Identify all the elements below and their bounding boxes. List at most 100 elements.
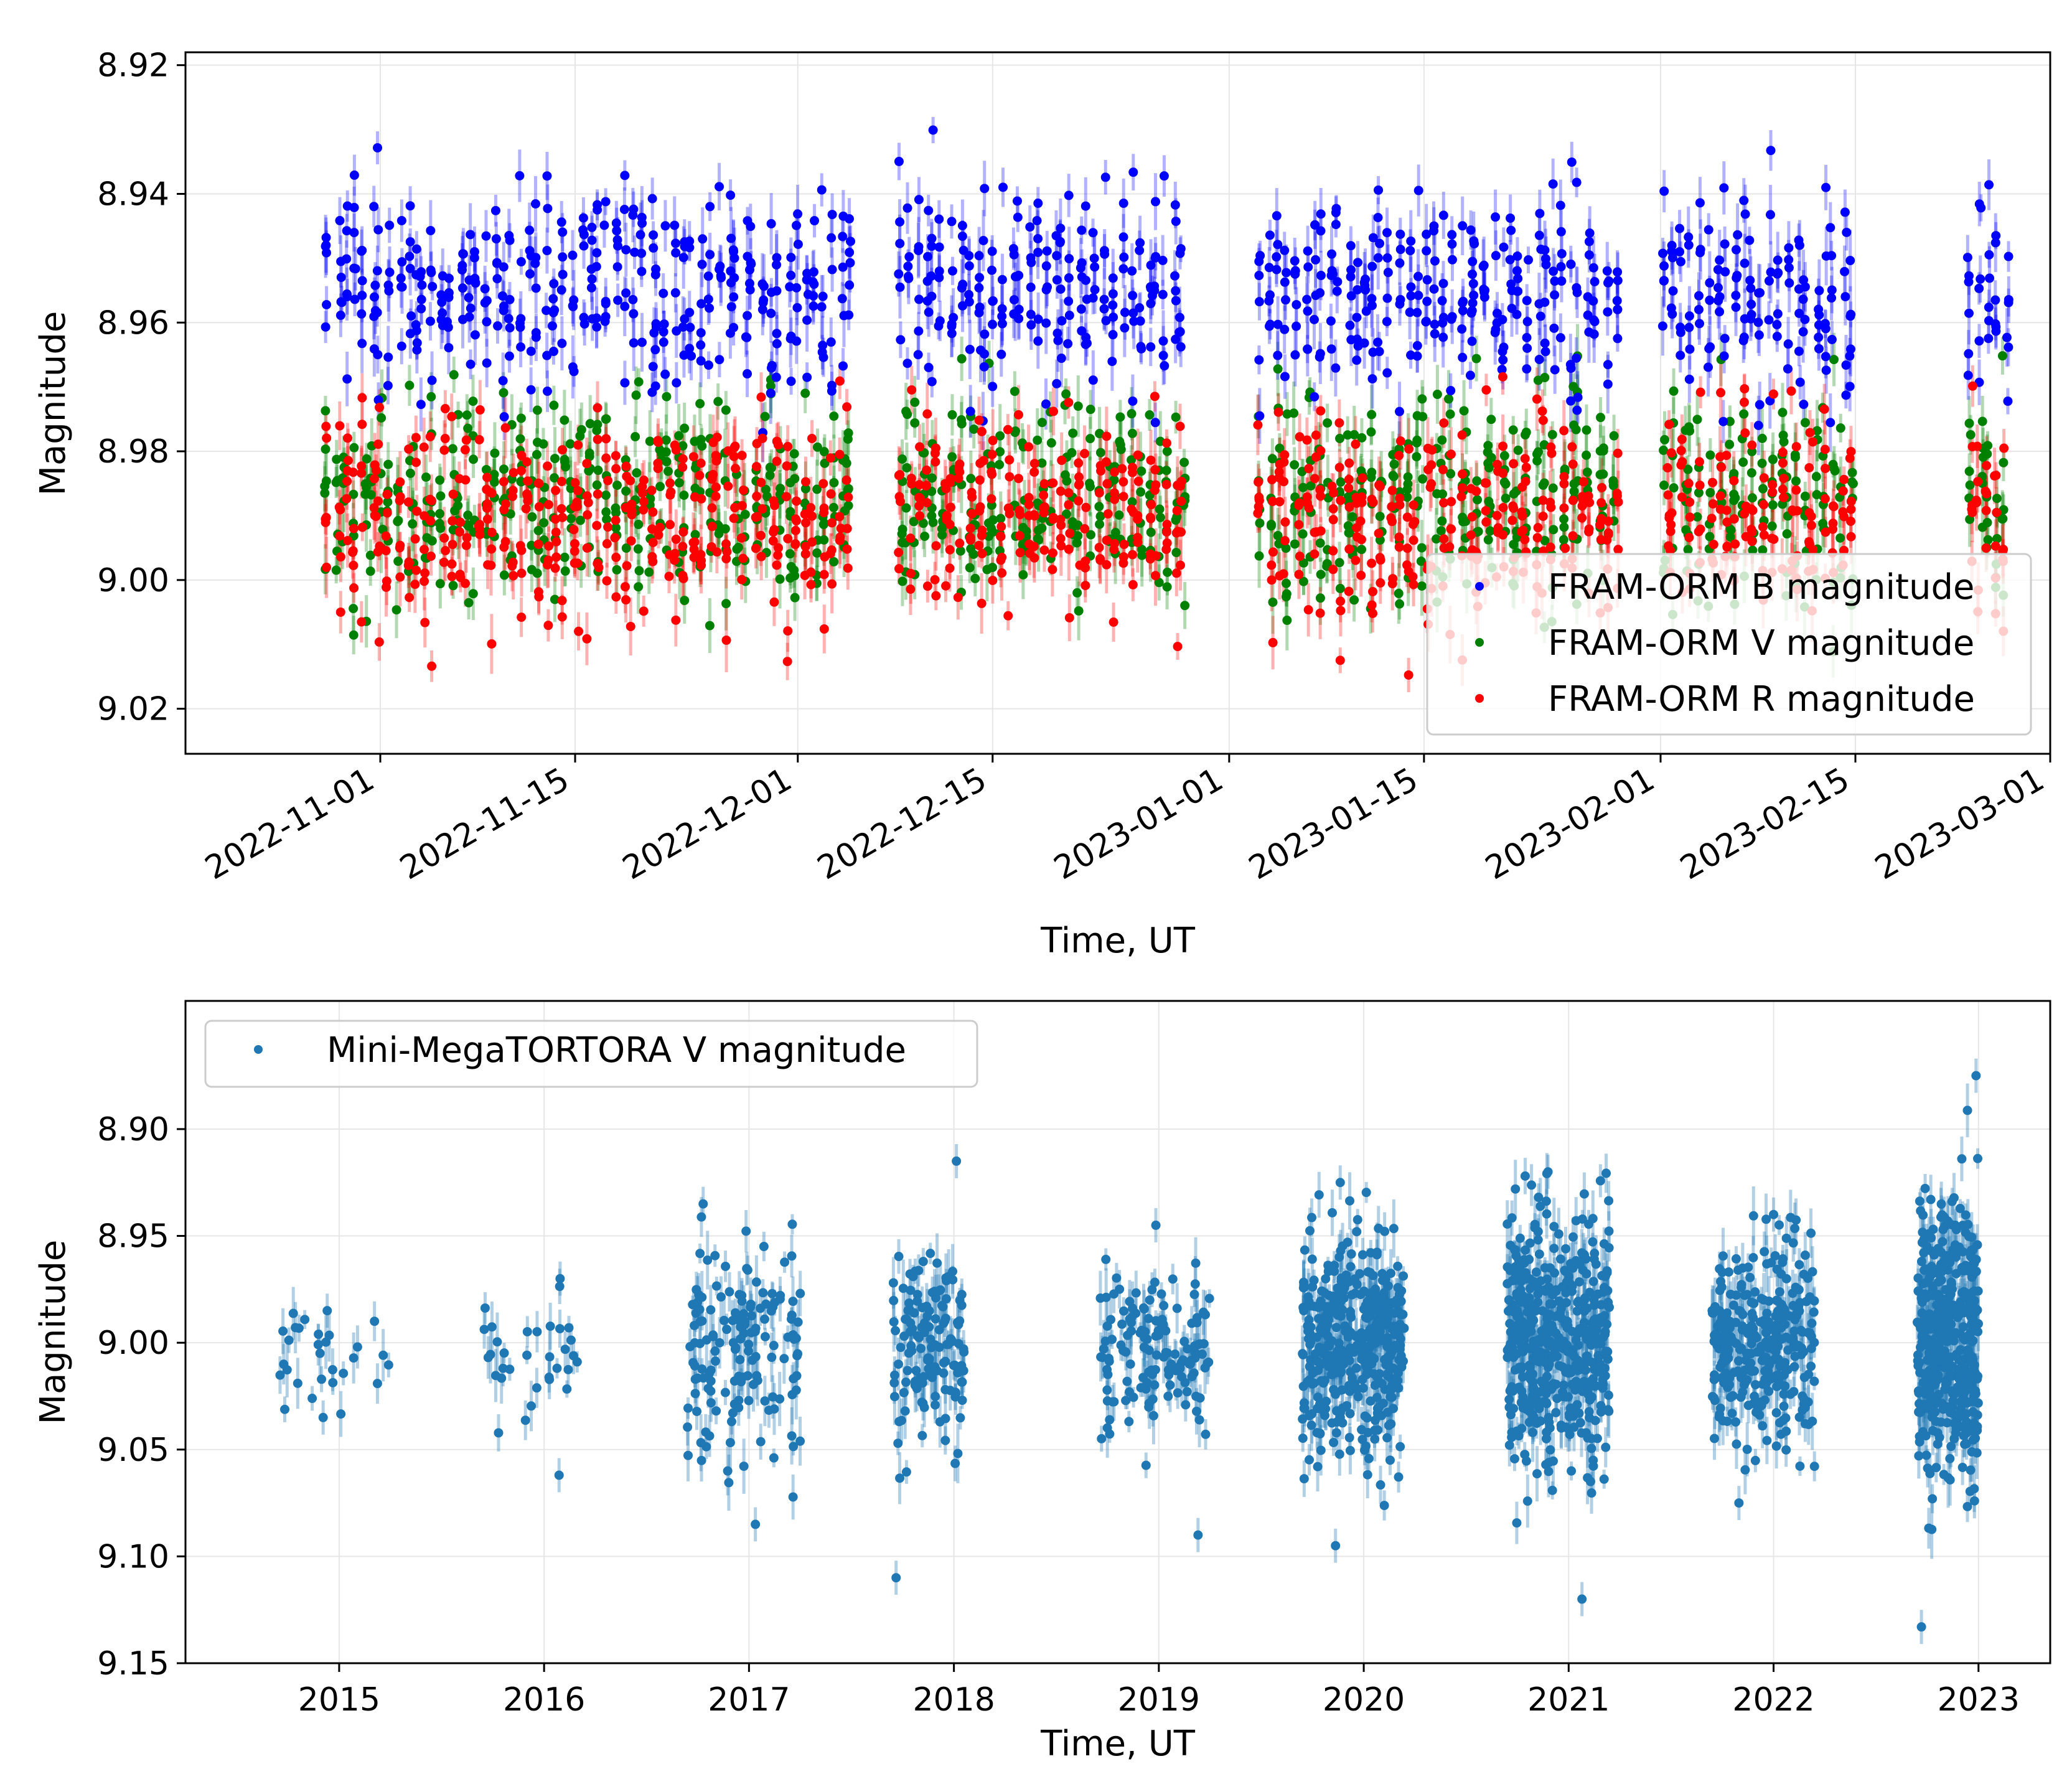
top-point	[1795, 377, 1805, 387]
top-point	[342, 254, 352, 264]
top-point	[1768, 454, 1778, 464]
top-point	[373, 350, 383, 360]
top-point	[331, 565, 341, 575]
top-point	[1018, 570, 1028, 580]
top-point	[366, 490, 376, 500]
top-point	[1061, 389, 1071, 399]
top-point	[903, 261, 913, 271]
top-point	[628, 294, 638, 304]
top-point	[349, 170, 359, 180]
top-point	[1799, 400, 1809, 410]
top-point	[913, 350, 923, 360]
top-point	[914, 195, 924, 205]
top-point	[935, 316, 945, 326]
top-point	[1359, 338, 1369, 348]
top-point	[1997, 514, 2007, 524]
top-point	[637, 337, 647, 347]
top-point	[560, 552, 570, 562]
top-point	[1163, 567, 1173, 577]
top-point	[464, 312, 474, 322]
top-point	[1705, 295, 1715, 305]
top-point	[1041, 318, 1051, 328]
top-point	[997, 319, 1007, 329]
top-point	[568, 301, 578, 311]
top-point	[1814, 286, 1824, 296]
top-point	[1076, 263, 1085, 273]
top-point	[1041, 399, 1051, 409]
top-point	[966, 474, 976, 484]
top-point	[1740, 258, 1750, 268]
top-point	[1118, 199, 1128, 209]
top-point	[1469, 236, 1479, 246]
top-point	[1282, 616, 1292, 626]
top-point	[987, 265, 997, 275]
top-point	[1772, 332, 1782, 342]
top-point	[1438, 210, 1448, 220]
top-point	[1508, 425, 1518, 435]
top-point	[1394, 588, 1404, 598]
top-point	[435, 579, 445, 589]
top-point	[659, 288, 668, 298]
top-point	[1100, 172, 1110, 182]
top-point	[651, 264, 661, 274]
top-point	[342, 226, 352, 236]
top-point	[1550, 365, 1560, 375]
top-point	[1041, 261, 1051, 271]
top-point	[1559, 522, 1569, 532]
top-point	[671, 248, 681, 258]
top-point	[1588, 263, 1598, 273]
top-point	[2002, 332, 2012, 342]
top-point	[1506, 279, 1516, 289]
top-point	[1990, 295, 2000, 305]
top-point	[1335, 583, 1345, 593]
top-point	[1032, 216, 1042, 226]
top-point	[1158, 289, 1168, 299]
top-point	[660, 221, 670, 231]
top-point	[541, 306, 551, 316]
top-point	[1512, 309, 1522, 319]
top-point	[670, 220, 680, 230]
top-point	[726, 233, 736, 243]
top-point	[1085, 482, 1095, 492]
top-point	[1336, 477, 1346, 487]
top-point	[775, 574, 785, 584]
top-point	[923, 251, 933, 261]
top-point	[1290, 539, 1300, 549]
top-point	[979, 362, 989, 372]
top-point	[395, 477, 405, 487]
top-point	[602, 514, 612, 524]
top-point	[527, 512, 537, 522]
top-point	[1584, 250, 1594, 260]
top-point	[416, 304, 426, 314]
top-point	[1171, 548, 1181, 558]
top-point	[372, 307, 382, 317]
top-point	[1417, 394, 1427, 404]
top-point	[793, 239, 803, 249]
top-point	[515, 171, 525, 181]
top-point	[1555, 333, 1565, 343]
top-point	[1704, 225, 1713, 235]
top-point	[1828, 459, 1838, 469]
top-point	[1332, 286, 1342, 296]
top-point	[1791, 476, 1801, 486]
top-point	[1366, 472, 1376, 482]
top-point	[1171, 217, 1181, 227]
top-point	[1160, 361, 1170, 371]
top-point	[637, 248, 647, 258]
top-point	[1548, 179, 1558, 189]
top-point	[634, 520, 644, 530]
top-point	[321, 514, 330, 524]
top-point	[1814, 310, 1824, 320]
top-point	[696, 328, 706, 338]
top-point	[741, 332, 751, 342]
top-point	[601, 296, 611, 306]
top-point	[499, 570, 509, 580]
top-point	[765, 462, 775, 472]
top-point	[766, 388, 776, 398]
top-point	[1085, 405, 1095, 415]
top-point	[1412, 307, 1422, 317]
top-point	[619, 204, 629, 214]
top-point	[662, 457, 672, 467]
top-point	[383, 380, 393, 390]
top-point	[516, 257, 526, 267]
